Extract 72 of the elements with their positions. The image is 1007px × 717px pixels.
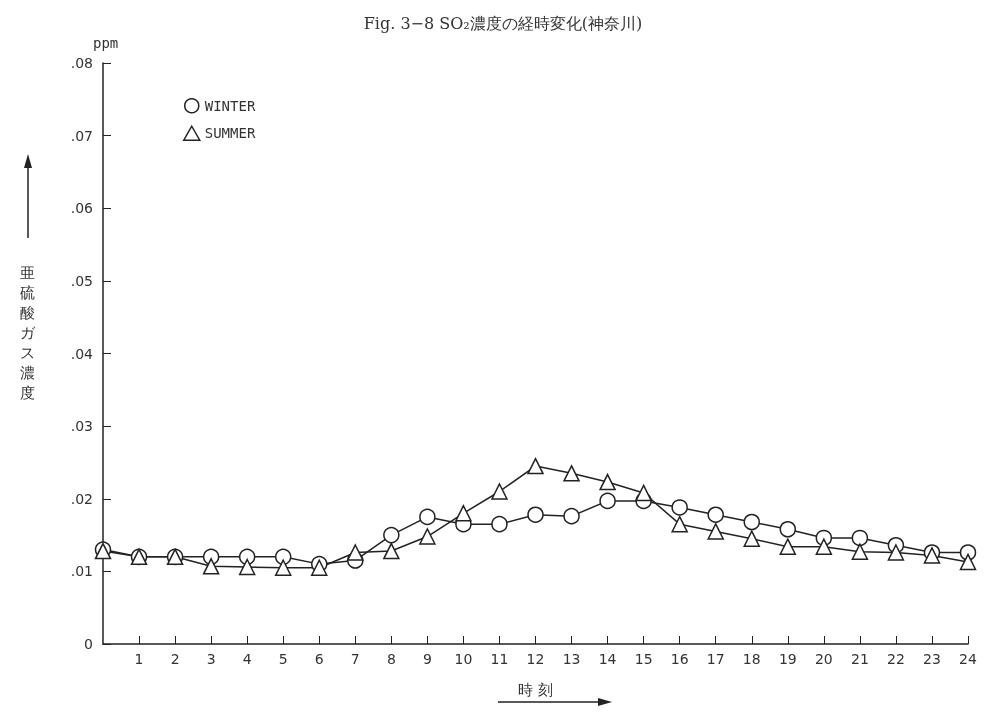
x-tick-label: 16 bbox=[670, 651, 689, 667]
x-tick-label: 14 bbox=[598, 651, 617, 667]
y-tick-label: 0 bbox=[84, 636, 93, 652]
point bbox=[202, 558, 220, 575]
x-tick-label: 6 bbox=[314, 651, 324, 667]
x-tick-label: 3 bbox=[206, 651, 216, 667]
x-tick-label: 12 bbox=[526, 651, 545, 667]
point bbox=[491, 515, 508, 533]
point bbox=[707, 506, 724, 523]
point bbox=[743, 513, 760, 531]
x-tick-label: 1 bbox=[134, 651, 144, 667]
point bbox=[959, 553, 977, 571]
point bbox=[851, 543, 869, 561]
x-tick-label: 15 bbox=[634, 651, 653, 667]
point bbox=[274, 548, 292, 566]
legend-label: WINTER bbox=[204, 97, 256, 114]
point bbox=[851, 529, 869, 547]
x-tick-label: 17 bbox=[706, 651, 725, 667]
point bbox=[274, 559, 292, 576]
x-tick-label: 23 bbox=[923, 651, 941, 667]
x-tick-label: 22 bbox=[887, 651, 905, 667]
point bbox=[491, 483, 508, 500]
point bbox=[347, 544, 364, 561]
x-tick-label: 24 bbox=[959, 651, 977, 667]
y-tick-label: .05 bbox=[70, 272, 93, 289]
text: ppm bbox=[93, 35, 119, 51]
point bbox=[779, 538, 797, 555]
point bbox=[455, 505, 472, 522]
y-tick-label: .01 bbox=[70, 563, 93, 580]
point bbox=[779, 521, 797, 538]
x-axis-title: 時 刻 bbox=[518, 680, 553, 699]
x-tick-label: 7 bbox=[350, 651, 360, 667]
point bbox=[419, 508, 436, 526]
x-tick-label: 9 bbox=[422, 651, 432, 667]
point bbox=[815, 538, 833, 555]
x-tick-label: 13 bbox=[562, 651, 581, 667]
point bbox=[707, 523, 724, 540]
y-tick-label: .06 bbox=[70, 200, 94, 217]
x-tick-label: 11 bbox=[490, 651, 509, 667]
y-tick-label: .04 bbox=[70, 345, 94, 362]
x-tick-label: 5 bbox=[278, 651, 288, 667]
point bbox=[671, 499, 688, 516]
x-tick-label: 21 bbox=[850, 651, 869, 667]
point bbox=[527, 457, 544, 475]
y-tick-label: .08 bbox=[70, 55, 93, 71]
point bbox=[383, 542, 400, 560]
point bbox=[563, 507, 580, 525]
x-tick-label: 19 bbox=[778, 651, 797, 667]
point bbox=[238, 558, 256, 576]
point bbox=[599, 473, 616, 491]
point bbox=[383, 526, 400, 544]
point bbox=[671, 515, 688, 533]
point bbox=[419, 528, 436, 545]
x-tick-label: 2 bbox=[170, 651, 180, 667]
y-tick-label: .07 bbox=[70, 127, 93, 144]
y-axis-title: 亜硫酸ガス濃度 bbox=[20, 264, 36, 402]
point bbox=[563, 465, 580, 482]
point bbox=[311, 559, 328, 576]
y-tick-label: .02 bbox=[70, 490, 93, 507]
x-tick-label: 18 bbox=[742, 651, 761, 667]
chart-title: Fig. 3−8 SO₂濃度の経時変化(神奈川) bbox=[363, 13, 643, 33]
point bbox=[527, 506, 544, 523]
point bbox=[599, 492, 616, 510]
y-tick-label: .03 bbox=[70, 418, 93, 435]
x-tick-label: 10 bbox=[454, 651, 473, 667]
point bbox=[743, 530, 760, 547]
x-tick-label: 8 bbox=[386, 651, 396, 667]
legend-label: SUMMER bbox=[204, 125, 256, 142]
point bbox=[635, 484, 652, 502]
x-tick-label: 4 bbox=[242, 651, 252, 667]
point bbox=[887, 544, 905, 561]
x-tick-label: 20 bbox=[814, 651, 833, 667]
